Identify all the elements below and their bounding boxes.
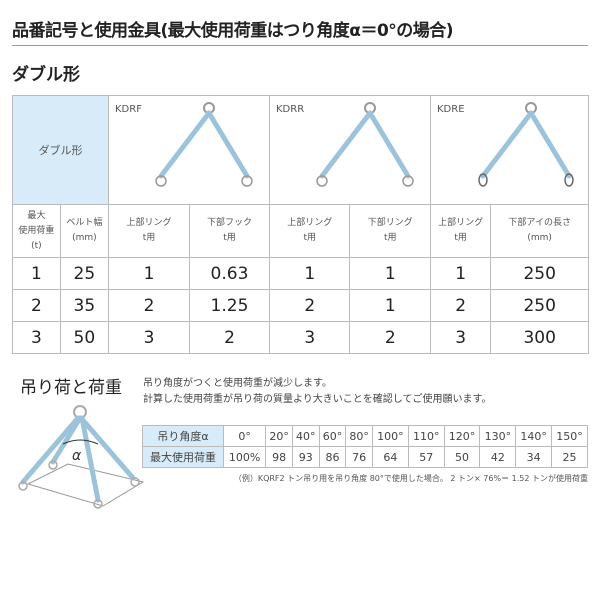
header-line: 下部リング: [367, 218, 413, 228]
column-header: 上部リング t用: [268, 204, 351, 258]
load-section-title: 吊り荷と荷重: [20, 378, 122, 398]
load-angle-diagram: α: [18, 405, 145, 509]
model-cell-kdrr: KDRR: [268, 95, 431, 205]
header-line: 下部フック: [206, 218, 252, 228]
title-divider: [12, 45, 588, 46]
table-cell: 1: [268, 257, 351, 290]
header-line: 最大: [27, 210, 46, 221]
load-cell: 98: [265, 446, 293, 468]
spec-table: ダブル形 KDRF KDRR KDRE 最大使用荷重 (t) ベルト幅 (mm) 上部リ…: [12, 95, 590, 354]
table-cell: 2: [349, 321, 431, 354]
load-description: 吊り角度がつくと使用荷重が減少します。 計算した使用荷重が吊り荷の質量より大きい…: [143, 376, 492, 408]
column-header: 上部リング t用: [429, 204, 492, 258]
header-line: t用: [142, 233, 156, 243]
table-cell: 35: [59, 289, 109, 322]
load-cell: 50: [443, 446, 481, 468]
sling-hook-illustration: [155, 102, 253, 187]
table-cell: 250: [490, 289, 589, 322]
table-row: 1 25 1 0.63 1 1 1 250: [12, 257, 589, 290]
table-cell: 50: [59, 321, 109, 354]
table-row: 2 35 2 1.25 2 1 2 250: [12, 289, 589, 322]
load-cell: 100%: [222, 446, 267, 468]
desc-line: 吊り角度がつくと使用荷重が減少します。: [143, 378, 332, 389]
header-line: (t): [31, 240, 42, 251]
table-cell: 25: [59, 257, 109, 290]
type-label: ダブル形: [12, 95, 109, 205]
angle-cell: 40°: [291, 425, 320, 447]
model-label: KDRE: [436, 104, 465, 115]
angle-header: 吊り角度α: [142, 425, 224, 447]
header-line: 上部リング: [126, 218, 172, 228]
table-row: 3 50 3 2 3 2 3 300: [12, 321, 589, 354]
angle-load-table: 吊り角度α 0° 20° 40° 60° 80° 100° 110° 120° 130° 140° 1…: [142, 425, 588, 468]
table-cell: 3: [107, 321, 190, 354]
section-subtitle: ダブル形: [12, 65, 80, 85]
header-line: t用: [383, 233, 397, 243]
header-line: ベルト幅: [66, 218, 103, 228]
angle-cell: 80°: [345, 425, 374, 447]
model-cell-kdrf: KDRF: [107, 95, 270, 205]
sling-eye-illustration: [478, 102, 574, 187]
load-cell: 25: [551, 446, 588, 468]
column-header: 下部アイの長さ (mm): [490, 204, 589, 258]
table-cell: 0.63: [188, 257, 270, 290]
table-cell: 250: [490, 257, 589, 290]
header-line: t用: [303, 233, 316, 243]
table-cell: 300: [490, 321, 589, 354]
load-header: 最大使用荷重: [142, 446, 224, 468]
header-line: t用: [454, 233, 467, 243]
angle-cell: 130°: [479, 425, 517, 447]
load-cell: 93: [291, 446, 320, 468]
column-header: ベルト幅 (mm): [59, 204, 109, 258]
angle-cell: 150°: [551, 425, 588, 447]
column-header: 下部フック t用: [188, 204, 270, 258]
desc-line: 計算した使用荷重が吊り荷の質量より大きいことを確認してご使用願います。: [143, 394, 492, 405]
table-cell: 3: [12, 321, 61, 354]
angle-cell: 60°: [318, 425, 347, 447]
load-cell: 57: [407, 446, 445, 468]
angle-cell: 100°: [372, 425, 409, 447]
load-cell: 34: [515, 446, 553, 468]
header-line: 下部アイの長さ: [508, 218, 571, 228]
table-cell: 2: [107, 289, 190, 322]
alpha-label: α: [72, 448, 82, 464]
model-label: KDRF: [114, 104, 142, 115]
column-header: 最大使用荷重 (t): [12, 204, 61, 258]
header-line: t用: [223, 233, 236, 243]
header-line: 上部リング: [287, 218, 333, 228]
page-title: 品番記号と使用金具(最大使用荷重はつり角度α＝0°の場合): [12, 21, 454, 41]
header-line: (mm): [527, 233, 552, 243]
header-line: (mm): [72, 233, 97, 243]
column-header: 下部リング t用: [349, 204, 431, 258]
table-cell: 3: [429, 321, 492, 354]
table-cell: 2: [268, 289, 351, 322]
angle-cell: 120°: [443, 425, 481, 447]
table-cell: 2: [429, 289, 492, 322]
load-cell: 76: [345, 446, 374, 468]
table-cell: 1.25: [188, 289, 270, 322]
sling-ring-illustration: [316, 102, 414, 187]
load-cell: 42: [479, 446, 517, 468]
header-line: 上部リング: [438, 218, 484, 228]
header-line: 使用荷重: [18, 225, 55, 236]
example-note: （例）KQRF2 トン吊り用を吊り角度 80°で使用した場合。 2 トン× 76…: [233, 474, 588, 483]
column-header: 上部リング t用: [107, 204, 190, 258]
load-cell: 86: [318, 446, 347, 468]
table-cell: 1: [349, 257, 431, 290]
table-cell: 2: [188, 321, 270, 354]
table-cell: 1: [429, 257, 492, 290]
model-cell-kdre: KDRE: [429, 95, 590, 205]
angle-cell: 0°: [222, 425, 267, 447]
table-cell: 2: [12, 289, 61, 322]
angle-cell: 20°: [265, 425, 293, 447]
table-cell: 1: [12, 257, 61, 290]
model-label: KDRR: [275, 104, 305, 115]
angle-cell: 110°: [407, 425, 445, 447]
table-cell: 1: [107, 257, 190, 290]
angle-cell: 140°: [515, 425, 553, 447]
table-cell: 1: [349, 289, 431, 322]
load-cell: 64: [372, 446, 409, 468]
table-cell: 3: [268, 321, 351, 354]
